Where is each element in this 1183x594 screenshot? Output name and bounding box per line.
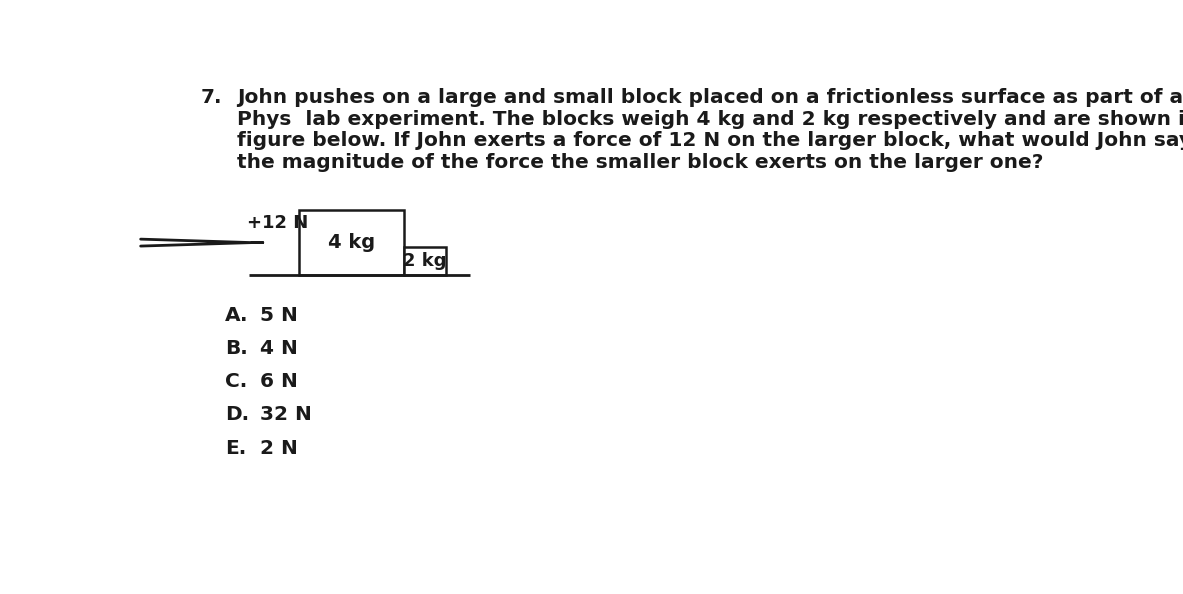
Text: C.: C. [226, 372, 247, 391]
Text: B.: B. [226, 339, 248, 358]
Text: the magnitude of the force the smaller block exerts on the larger one?: the magnitude of the force the smaller b… [237, 153, 1043, 172]
Text: 4 kg: 4 kg [328, 233, 375, 252]
Bar [403, 247, 446, 276]
Text: 7.: 7. [201, 89, 222, 108]
Text: D.: D. [226, 406, 250, 425]
Text: 6 N: 6 N [260, 372, 298, 391]
Text: 2 N: 2 N [260, 438, 298, 457]
Text: Phys  lab experiment. The blocks weigh 4 kg and 2 kg respectively and are shown : Phys lab experiment. The blocks weigh 4 … [237, 110, 1183, 129]
Text: 4 N: 4 N [260, 339, 298, 358]
Text: 2 kg: 2 kg [403, 252, 447, 270]
Text: +12 N: +12 N [247, 214, 309, 232]
Text: E.: E. [226, 438, 246, 457]
Bar [299, 210, 403, 276]
Text: 32 N: 32 N [260, 406, 312, 425]
Text: A.: A. [226, 306, 248, 325]
Text: figure below. If John exerts a force of 12 N on the larger block, what would Joh: figure below. If John exerts a force of … [237, 131, 1183, 150]
Text: John pushes on a large and small block placed on a frictionless surface as part : John pushes on a large and small block p… [237, 89, 1183, 108]
Text: 5 N: 5 N [260, 306, 298, 325]
